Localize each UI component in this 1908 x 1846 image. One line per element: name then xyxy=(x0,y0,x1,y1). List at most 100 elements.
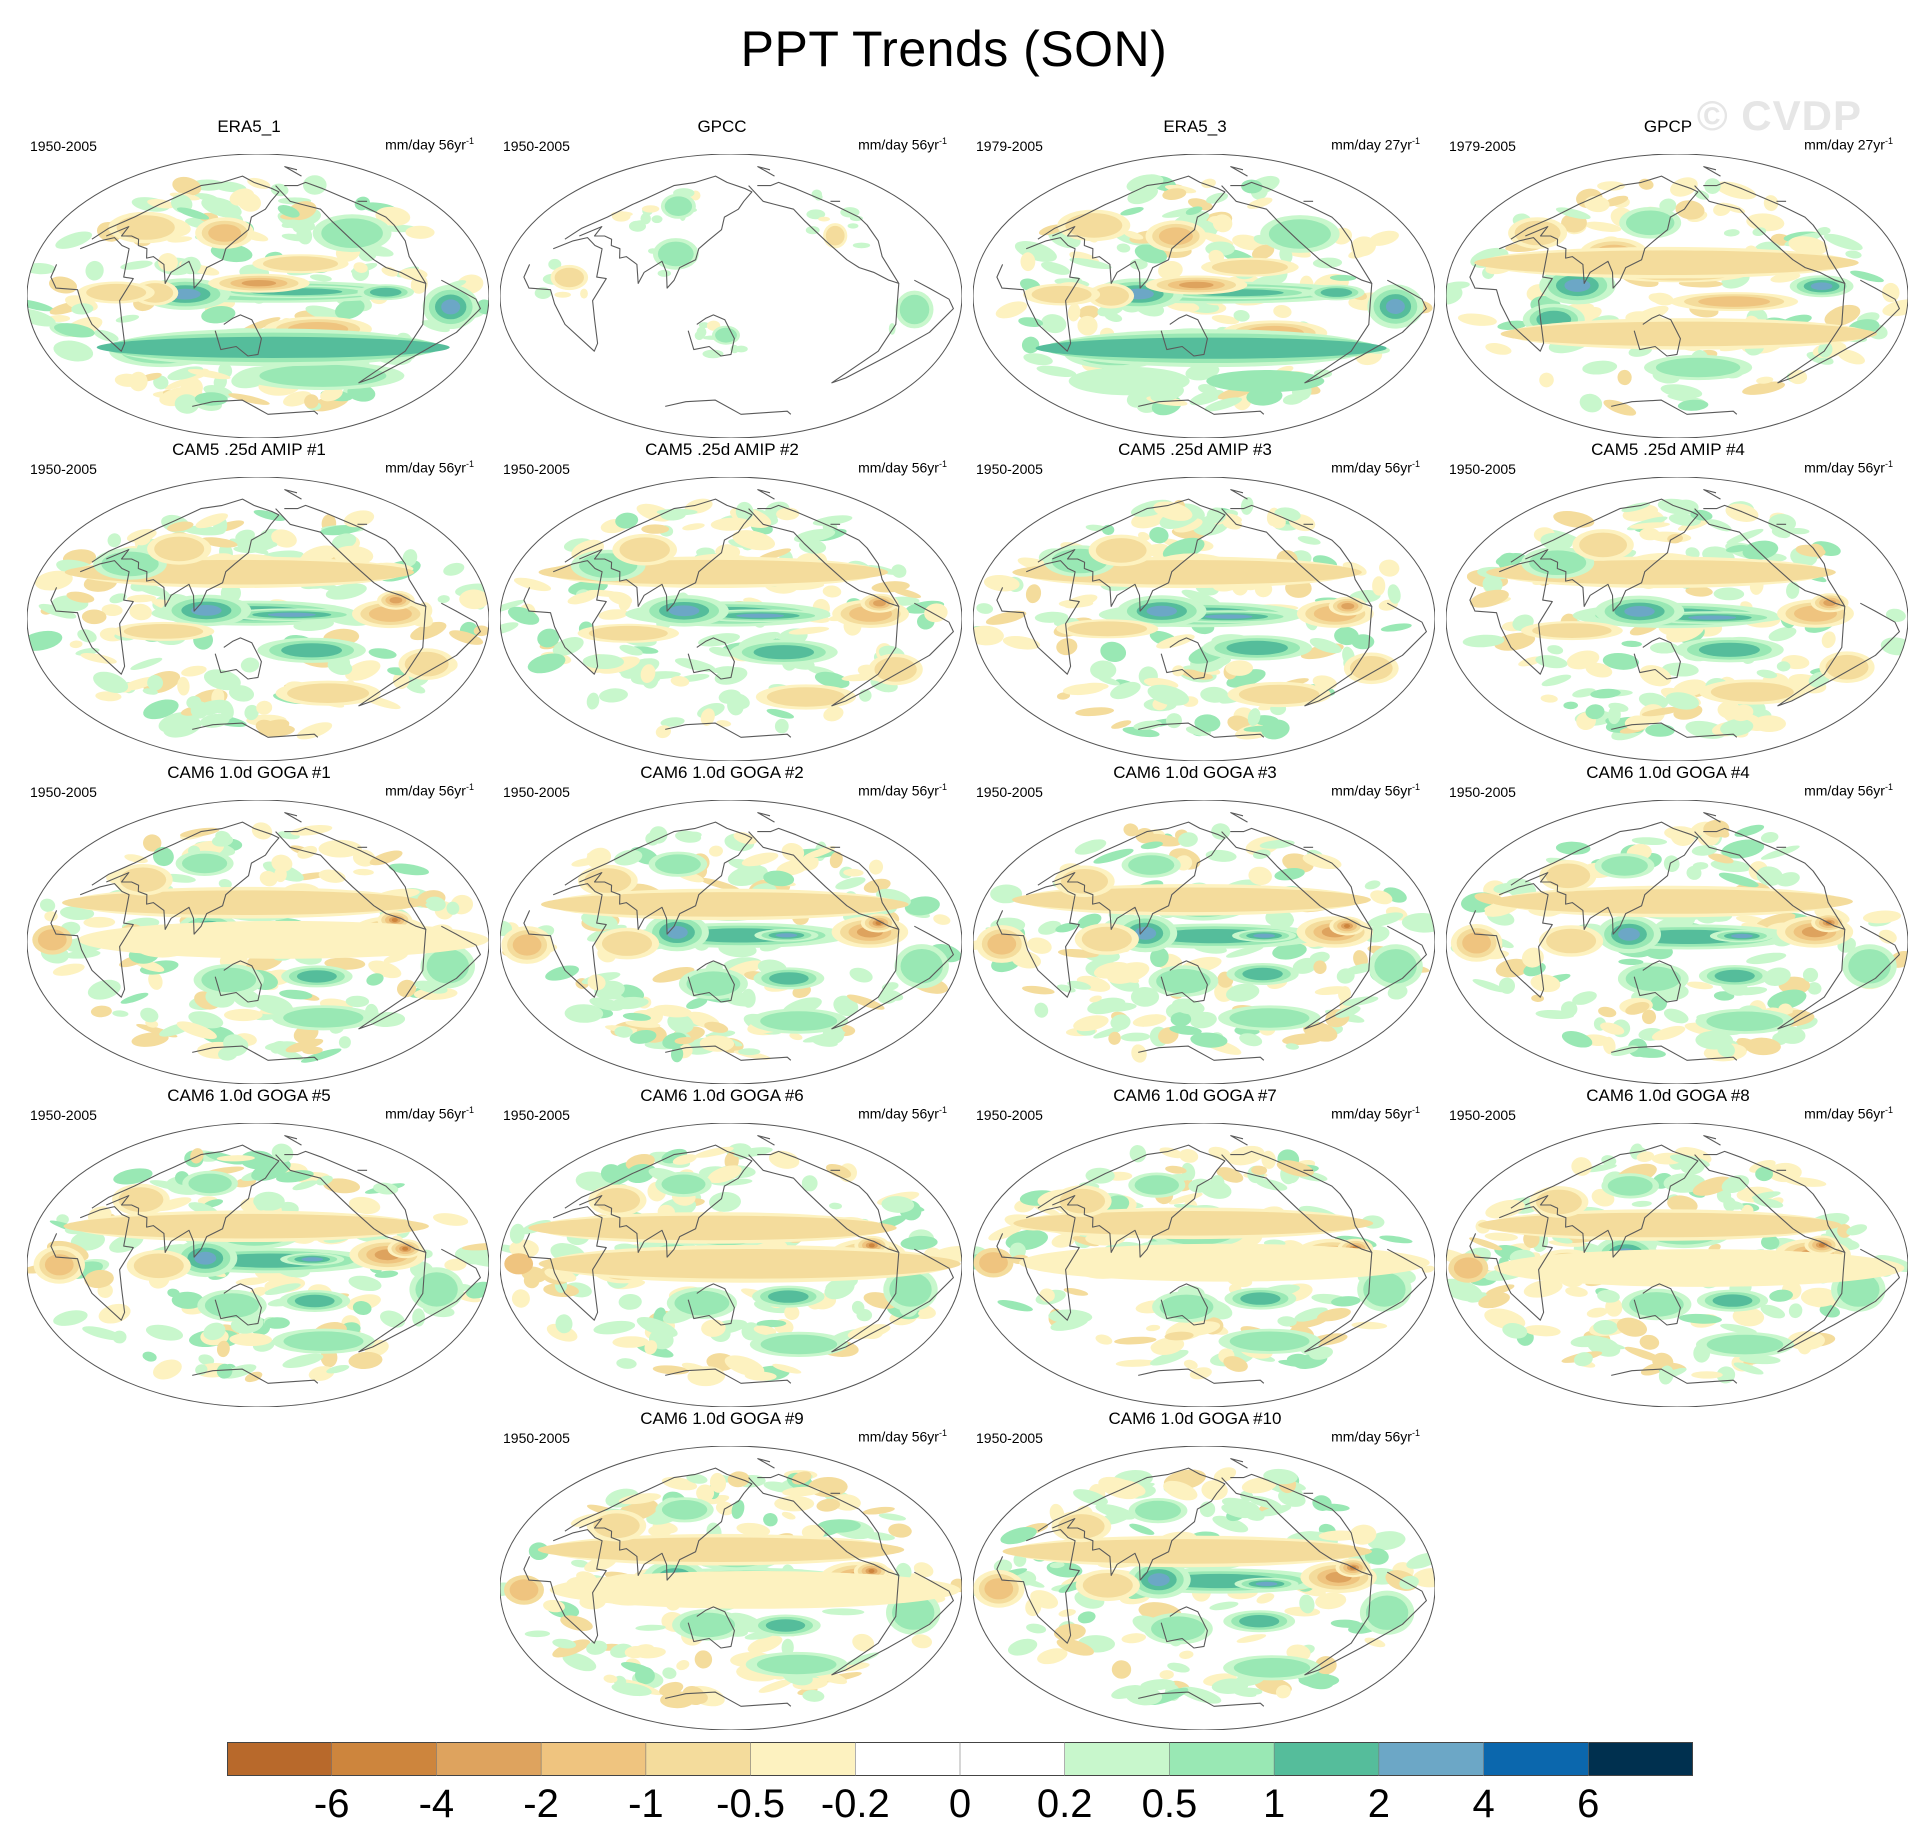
panel-units: mm/day 56yr-1 xyxy=(385,782,474,799)
panel-units: mm/day 56yr-1 xyxy=(385,136,474,153)
colorbar-label: 6 xyxy=(1577,1782,1600,1826)
map-panel: GPCP 1979-2005 mm/day 27yr-1 xyxy=(1433,117,1908,438)
units-exponent: -1 xyxy=(1884,459,1893,469)
coastline xyxy=(358,925,481,1030)
coastline xyxy=(275,181,427,284)
units-exponent: -1 xyxy=(938,459,947,469)
colorbar-label: -4 xyxy=(418,1782,455,1826)
coastline xyxy=(1611,399,1738,415)
coastline xyxy=(1703,812,1721,823)
map-panel: CAM5 .25d AMIP #4 1950-2005 mm/day 56yr-1 xyxy=(1433,440,1908,761)
coastline xyxy=(1304,1248,1427,1353)
colorbar-swatch xyxy=(436,1742,542,1776)
coastline xyxy=(757,1458,775,1469)
units-text: mm/day 56yr xyxy=(858,1428,939,1445)
coastline xyxy=(831,1571,954,1676)
world-map xyxy=(27,800,489,1084)
coastline xyxy=(91,498,280,612)
panel-years: 1950-2005 xyxy=(1449,784,1516,800)
units-text: mm/day 56yr xyxy=(858,459,939,476)
colorbar-label: -0.5 xyxy=(716,1782,786,1826)
map-panel: CAM6 1.0d GOGA #8 1950-2005 mm/day 56yr-1 xyxy=(1433,1086,1908,1407)
panel-units: mm/day 56yr-1 xyxy=(858,1428,947,1445)
colorbar-label: 0.2 xyxy=(1036,1782,1093,1826)
coastline xyxy=(1037,1144,1226,1258)
precip-field xyxy=(27,154,489,438)
map-panel: CAM6 1.0d GOGA #5 1950-2005 mm/day 56yr-1 xyxy=(14,1086,489,1407)
coastline xyxy=(831,602,954,707)
coastline xyxy=(1777,602,1900,707)
precip-field xyxy=(27,800,489,1084)
units-exponent: -1 xyxy=(1884,782,1893,792)
units-text: mm/day 56yr xyxy=(1804,459,1885,476)
coastline xyxy=(564,175,753,289)
coastline xyxy=(1230,1135,1248,1146)
coastline xyxy=(1138,399,1265,415)
coastline xyxy=(523,237,607,352)
coastline xyxy=(1138,1691,1265,1707)
world-map xyxy=(973,1446,1435,1730)
panel-years: 1950-2005 xyxy=(503,784,570,800)
colorbar-label: -6 xyxy=(313,1782,350,1826)
coastline xyxy=(50,1206,134,1321)
panel-title: CAM6 1.0d GOGA #8 xyxy=(1586,1086,1750,1105)
panel-title: ERA5_3 xyxy=(1163,117,1227,136)
world-map xyxy=(27,477,489,761)
panel-units: mm/day 56yr-1 xyxy=(858,1105,947,1122)
world-map xyxy=(500,800,962,1084)
map-panel: CAM6 1.0d GOGA #10 1950-2005 mm/day 56yr-1 xyxy=(960,1409,1435,1730)
precip-field xyxy=(1446,477,1908,761)
panel-units: mm/day 56yr-1 xyxy=(858,459,947,476)
units-text: mm/day 56yr xyxy=(858,1105,939,1122)
coastline xyxy=(1703,1135,1721,1146)
coastline xyxy=(1037,498,1226,612)
map-panel: CAM6 1.0d GOGA #9 1950-2005 mm/day 56yr-1 xyxy=(487,1409,962,1730)
coastline xyxy=(50,237,134,352)
coastline xyxy=(996,1529,1080,1644)
world-map xyxy=(500,1123,962,1407)
map-panel: CAM6 1.0d GOGA #2 1950-2005 mm/day 56yr-1 xyxy=(487,763,962,1084)
coastline xyxy=(1777,1248,1900,1353)
coastline xyxy=(996,1206,1080,1321)
panel-title: CAM5 .25d AMIP #3 xyxy=(1118,440,1272,459)
colorbar-label: 0.5 xyxy=(1141,1782,1198,1826)
coastline xyxy=(1469,1206,1553,1321)
coastline xyxy=(564,821,753,935)
coastline xyxy=(50,883,134,998)
units-text: mm/day 56yr xyxy=(385,459,466,476)
coastline xyxy=(748,181,900,284)
precip-field xyxy=(500,800,962,1084)
colorbar-swatch xyxy=(331,1742,437,1776)
units-exponent: -1 xyxy=(1884,1105,1893,1115)
colorbar-swatch xyxy=(541,1742,647,1776)
coastline xyxy=(831,1248,954,1353)
map-panel: CAM6 1.0d GOGA #7 1950-2005 mm/day 56yr-1 xyxy=(960,1086,1435,1407)
coastline xyxy=(358,1248,481,1353)
coastline xyxy=(687,1606,735,1649)
coastline xyxy=(1633,1283,1681,1326)
colorbar-swatch xyxy=(1274,1742,1380,1776)
coastline xyxy=(214,314,262,357)
panel-years: 1950-2005 xyxy=(30,784,97,800)
units-text: mm/day 27yr xyxy=(1331,136,1412,153)
coastline xyxy=(284,489,302,500)
coastline xyxy=(1138,722,1265,738)
figure-title: PPT Trends (SON) xyxy=(740,21,1168,77)
panel-title: CAM6 1.0d GOGA #2 xyxy=(640,763,804,782)
precip-field xyxy=(500,1123,962,1407)
coastline xyxy=(214,1283,262,1326)
panel-units: mm/day 56yr-1 xyxy=(1804,782,1893,799)
world-map xyxy=(1446,477,1908,761)
colorbar-label: 0 xyxy=(948,1782,972,1826)
world-map xyxy=(500,1446,962,1730)
units-exponent: -1 xyxy=(938,782,947,792)
coastline xyxy=(687,314,735,357)
coastline xyxy=(564,498,753,612)
colorbar-label: 4 xyxy=(1472,1782,1495,1826)
colorbar-swatch xyxy=(1588,1742,1693,1776)
panel-units: mm/day 56yr-1 xyxy=(858,136,947,153)
coastline xyxy=(214,960,262,1003)
coastline xyxy=(1160,1283,1208,1326)
colorbar-swatch xyxy=(855,1742,961,1776)
panel-years: 1950-2005 xyxy=(30,138,97,154)
